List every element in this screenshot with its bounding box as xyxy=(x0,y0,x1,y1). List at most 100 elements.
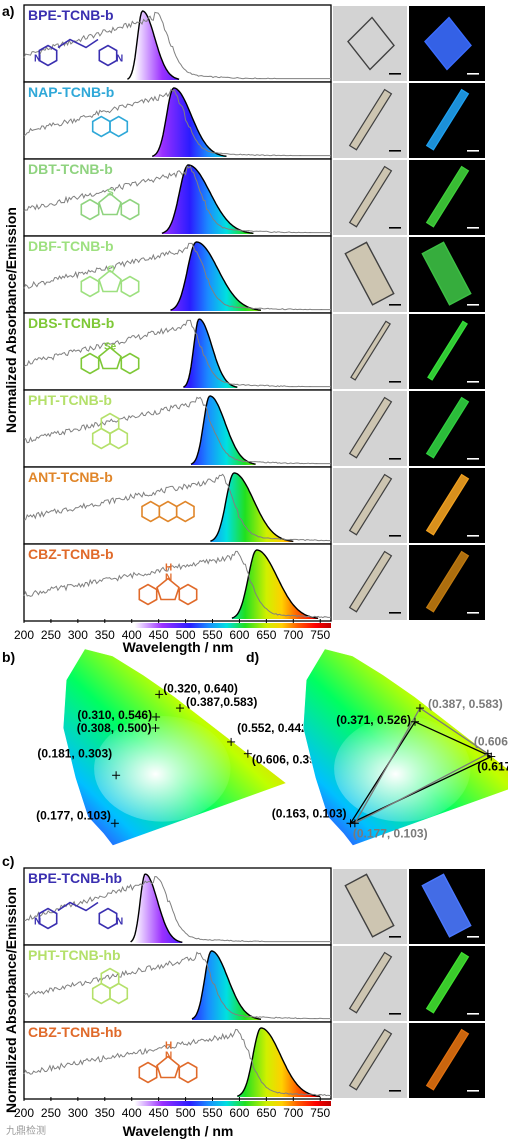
bright-field-micrograph xyxy=(333,160,407,235)
x-tick-label: 600 xyxy=(229,1106,249,1120)
x-tick-label: 550 xyxy=(202,628,222,642)
sample-name: DBF-TCNB-b xyxy=(28,238,114,254)
cie-point-label: (0.181, 0.303) xyxy=(37,746,112,760)
cie-point-label: (0.308, 0.500) xyxy=(77,721,152,735)
sample-name: DBS-TCNB-b xyxy=(28,315,114,331)
emission-fill xyxy=(127,11,180,80)
phenanthrene-structure xyxy=(91,412,129,450)
absorbance-curve xyxy=(23,550,332,619)
dibenzofuran-structure: O xyxy=(80,265,140,298)
absorbance-curve xyxy=(23,1028,331,1097)
sample-name: PHT-TCNB-b xyxy=(28,392,112,408)
heteroatom-label: S xyxy=(107,188,114,199)
absorbance-curve xyxy=(23,88,331,157)
panel-a-row: CBZ-TCNB-b HN xyxy=(23,543,485,622)
cie-diagram-b: (0.320, 0.640)(0.387,0.583) (0.310, 0.546… xyxy=(36,648,327,846)
fluorescence-micrograph xyxy=(409,6,485,81)
x-tick-label: 700 xyxy=(283,628,303,642)
emission-fill xyxy=(231,550,319,619)
emission-curve xyxy=(237,1027,321,1097)
cie-point-label: (0.606, 0.393) xyxy=(474,735,508,749)
fluorescence-micrograph xyxy=(409,869,485,944)
sample-name: ANT-TCNB-b xyxy=(28,469,113,485)
dibenzoselenophene-structure: Se xyxy=(80,342,140,375)
cie-point: (0.177, 0.103) xyxy=(36,808,119,828)
panel-a-row: PHT-TCNB-b xyxy=(23,389,485,468)
x-tick-label: 250 xyxy=(41,1106,61,1120)
heteroatom-label: N xyxy=(116,54,123,65)
x-tick-label: 450 xyxy=(149,628,169,642)
panel-a-x-axis-title: Wavelength / nm xyxy=(123,639,234,655)
panel-c-x-ticks: 200 250 300 350 400 450 500 550 600 650 700 750 xyxy=(14,1097,331,1120)
panel-a-spectra: BPE-TCNB-bN NNAP-TCNB-bDBT-TCNB-bSDBF-TCN… xyxy=(23,4,485,622)
emission-fill xyxy=(192,951,261,1020)
x-tick-label: 600 xyxy=(229,628,249,642)
cie-point-label: (0.163, 0.103) xyxy=(272,806,347,820)
x-tick-label: 350 xyxy=(95,1106,115,1120)
cie-point: (0.387,0.583) xyxy=(175,695,257,713)
absorbance-curve xyxy=(23,319,331,388)
emission-curve xyxy=(231,549,319,619)
fluorescence-micrograph xyxy=(409,468,485,543)
bright-field-micrograph xyxy=(333,545,407,620)
heteroatom-label: O xyxy=(107,265,115,276)
fluorescence-micrograph xyxy=(409,1023,485,1098)
emission-fill xyxy=(210,473,294,542)
panel-a-row: BPE-TCNB-bN N xyxy=(23,4,485,83)
heteroatom-label: H xyxy=(165,563,172,574)
panel-label-a: a) xyxy=(2,3,14,19)
emission-fill xyxy=(237,1028,321,1097)
x-tick-label: 500 xyxy=(176,1106,196,1120)
cie-point: (0.606, 0.393) xyxy=(243,749,327,767)
sample-name: BPE-TCNB-b xyxy=(28,7,114,23)
emission-fill xyxy=(191,396,256,465)
emission-fill xyxy=(152,88,227,157)
bright-field-micrograph xyxy=(333,237,407,312)
x-tick-label: 750 xyxy=(310,1106,330,1120)
fluorescence-micrograph xyxy=(409,160,485,235)
panel-a-row: DBT-TCNB-b S xyxy=(23,158,485,237)
heteroatom-label: N xyxy=(165,573,172,584)
absorbance-curve xyxy=(23,396,331,465)
bright-field-micrograph xyxy=(333,1023,407,1098)
x-tick-label: 350 xyxy=(95,628,115,642)
cie-point: (0.320, 0.640) xyxy=(155,681,238,699)
heteroatom-label: N xyxy=(116,917,123,928)
cie-point: (0.310, 0.546) xyxy=(77,708,161,722)
heteroatom-label: N xyxy=(34,54,41,65)
x-tick-label: 500 xyxy=(176,628,196,642)
carbazole-structure: HN xyxy=(138,1041,198,1084)
sample-name: PHT-TCNB-hb xyxy=(28,947,121,963)
wavelength-color-bar xyxy=(24,623,331,628)
emission-curve xyxy=(191,950,262,1020)
bright-field-micrograph xyxy=(333,83,407,158)
x-tick-label: 650 xyxy=(256,1106,276,1120)
fluorescence-micrograph xyxy=(409,83,485,158)
cie-point: (0.617, 0.381) xyxy=(477,752,508,774)
cie-point: (0.177, 0.103) xyxy=(350,819,428,840)
x-tick-label: 300 xyxy=(68,1106,88,1120)
watermark: 九鼎检测 xyxy=(6,1124,46,1137)
x-tick-label: 450 xyxy=(149,1106,169,1120)
plot-frame xyxy=(23,867,332,946)
x-tick-label: 300 xyxy=(68,628,88,642)
panel-c-row: BPE-TCNB-hbN N xyxy=(23,867,485,946)
emission-curve xyxy=(210,472,294,542)
cie-point-label: (0.387,0.583) xyxy=(186,695,257,709)
sample-name: CBZ-TCNB-hb xyxy=(28,1024,122,1040)
phenanthrene-structure xyxy=(91,967,129,1005)
cie-point-label: (0.606, 0.393) xyxy=(252,753,327,767)
emission-fill xyxy=(130,874,183,943)
panel-a-row: NAP-TCNB-b xyxy=(23,81,485,160)
cie-point: (0.181, 0.303) xyxy=(37,746,121,780)
bright-field-micrograph xyxy=(333,946,407,1021)
heteroatom-label: N xyxy=(165,1051,172,1062)
panel-label-d: d) xyxy=(246,649,259,665)
wavelength-color-bar xyxy=(24,1101,331,1106)
panel-a-x-ticks: 200 250 300 350 400 450 500 550 600 650 700 750 xyxy=(14,619,331,642)
emission-curve xyxy=(161,164,254,234)
panel-c-row: CBZ-TCNB-hb HN xyxy=(23,1021,485,1100)
x-tick-label: 650 xyxy=(256,628,276,642)
